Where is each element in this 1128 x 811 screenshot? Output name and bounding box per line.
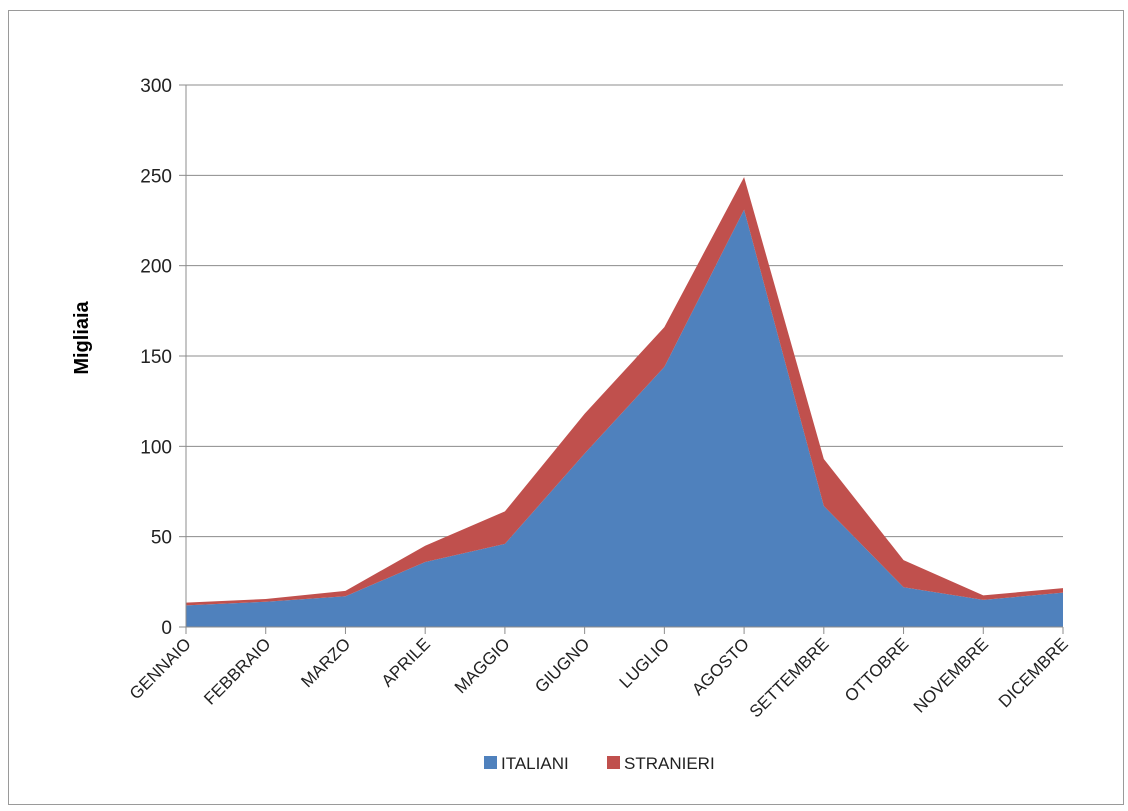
area-italiani <box>186 209 1063 627</box>
legend-swatch-italiani <box>484 756 497 769</box>
y-tick-label: 300 <box>140 76 172 97</box>
y-tick-label: 250 <box>140 166 172 187</box>
axes <box>179 84 1064 634</box>
x-tick-label: FEBBRAIO <box>200 634 274 708</box>
legend-swatch-stranieri <box>607 756 620 769</box>
x-tick-labels: GENNAIO FEBBRAIO MARZO APRILE MAGGIO GIUGNO LU… <box>126 634 1072 721</box>
x-tick-label: APRILE <box>378 634 434 690</box>
legend-label-italiani: ITALIANI <box>501 754 569 773</box>
gridlines <box>186 84 1063 538</box>
x-tick-label: MAGGIO <box>451 634 514 697</box>
series-areas <box>186 177 1063 627</box>
x-tick-label: LUGLIO <box>616 634 674 692</box>
x-tick-label: NOVEMBRE <box>910 634 992 716</box>
x-tick-label: DICEMBRE <box>995 634 1072 711</box>
x-tick-label: GIUGNO <box>531 634 593 696</box>
y-tick-label: 100 <box>140 437 172 458</box>
chart-frame <box>8 10 1124 805</box>
legend-label-stranieri: STRANIERI <box>624 754 715 773</box>
x-tick-label: GENNAIO <box>126 634 195 703</box>
x-tick-label: AGOSTO <box>688 634 753 699</box>
x-tick-label: MARZO <box>297 634 354 691</box>
y-tick-label: 200 <box>140 257 172 278</box>
legend: ITALIANI STRANIERI <box>484 754 715 773</box>
y-axis-label: Migliaia <box>71 300 93 374</box>
y-tick-label: 50 <box>151 528 172 549</box>
x-tick-label: OTTOBRE <box>841 634 912 705</box>
x-tick-label: SETTEMBRE <box>746 634 833 721</box>
y-tick-label: 0 <box>161 618 172 639</box>
y-tick-labels: 0 50 100 150 200 250 300 <box>140 76 172 639</box>
y-tick-label: 150 <box>140 347 172 368</box>
area-stranieri <box>186 177 1063 606</box>
